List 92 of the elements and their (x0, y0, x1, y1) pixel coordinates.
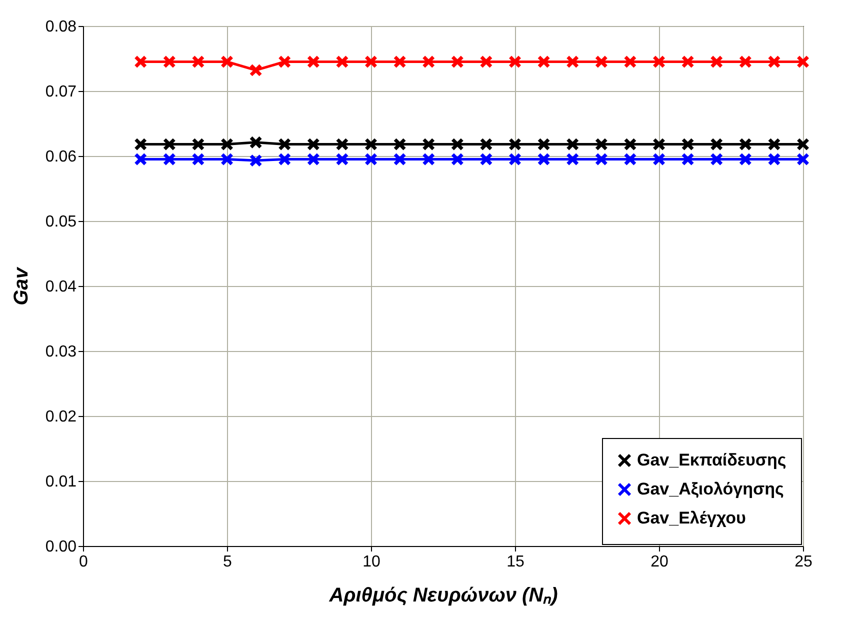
point (336, 152, 349, 166)
point (450, 55, 464, 68)
x-tick-label: 0 (79, 554, 88, 570)
legend-label: Gav_Αξιολόγησης (637, 480, 784, 498)
point (192, 55, 205, 68)
y-tick-label: 0.00 (45, 538, 77, 556)
y-tick-label: 0.07 (45, 84, 77, 100)
legend-label: Gav_Εκπαίδευσης (637, 450, 786, 470)
point (738, 55, 752, 68)
point (393, 55, 406, 68)
point (710, 55, 724, 68)
point (508, 55, 522, 68)
point (738, 152, 752, 166)
point (192, 138, 205, 151)
point (710, 152, 724, 166)
point (537, 152, 550, 166)
y-tick-label: 0.08 (45, 18, 77, 36)
point (768, 55, 781, 68)
point (192, 152, 205, 166)
point (537, 138, 550, 151)
point (508, 138, 522, 151)
point (796, 138, 810, 151)
y-tick-label: 0.03 (45, 344, 77, 360)
point (681, 152, 694, 166)
point (162, 138, 176, 151)
point (249, 64, 262, 77)
point (220, 55, 234, 68)
point (306, 55, 320, 68)
point (450, 138, 464, 151)
point (422, 152, 436, 166)
point (566, 152, 580, 166)
point (796, 152, 810, 166)
point (710, 138, 724, 151)
point (624, 138, 637, 151)
x-tick-label: 20 (650, 554, 668, 570)
point (134, 55, 148, 68)
point (393, 152, 406, 166)
point (681, 55, 694, 68)
y-tick-label: 0.05 (45, 214, 77, 230)
point (652, 55, 666, 68)
point (278, 152, 292, 166)
point (364, 138, 378, 151)
y-tick-label: 0.02 (45, 408, 77, 426)
y-axis-title: Gav (10, 266, 32, 306)
point (393, 138, 406, 151)
x-tick-label: 5 (223, 554, 232, 570)
point (422, 55, 436, 68)
point (364, 152, 378, 166)
point (768, 138, 781, 151)
point (220, 152, 234, 166)
point (652, 138, 666, 151)
point (336, 55, 349, 68)
point (306, 152, 320, 166)
point (336, 138, 349, 151)
point (796, 55, 810, 68)
point (134, 138, 148, 151)
point (422, 138, 436, 151)
x-tick-label: 10 (362, 554, 380, 570)
point (162, 55, 176, 68)
point (624, 152, 637, 166)
point (594, 152, 608, 166)
point (162, 152, 176, 166)
y-tick-label: 0.01 (45, 474, 77, 490)
point (220, 138, 234, 151)
point (681, 138, 694, 151)
point (480, 55, 493, 68)
point (134, 152, 148, 166)
point (566, 55, 580, 68)
point (508, 152, 522, 166)
point (594, 138, 608, 151)
x-tick-label: 15 (506, 554, 524, 570)
point (249, 136, 262, 149)
point (480, 152, 493, 166)
point (624, 55, 637, 68)
point (249, 154, 262, 168)
point (278, 55, 292, 68)
point (738, 138, 752, 151)
point (768, 152, 781, 166)
legend-label: Gav_Ελέγχου (637, 508, 746, 528)
x-axis-title: Αριθμός Νευρώνων (Nₙ) (328, 584, 558, 606)
y-tick-label: 0.04 (45, 278, 77, 296)
point (306, 138, 320, 151)
point (537, 55, 550, 68)
point (594, 55, 608, 68)
point (480, 138, 493, 151)
point (450, 152, 464, 166)
y-tick-label: 0.06 (45, 148, 77, 166)
x-tick-label: 25 (794, 554, 812, 570)
point (278, 138, 292, 151)
point (566, 138, 580, 151)
point (652, 152, 666, 166)
point (364, 55, 378, 68)
